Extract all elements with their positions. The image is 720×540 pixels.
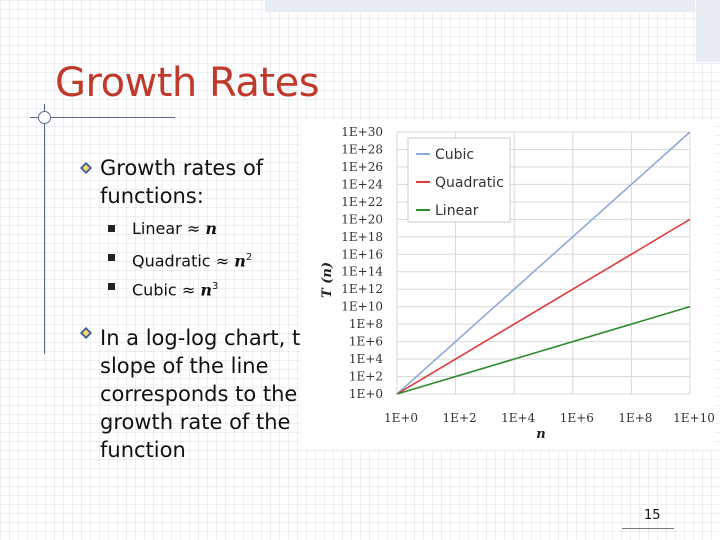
slide-title: Growth Rates <box>55 60 320 106</box>
x-tick-label: 1E+2 <box>443 411 477 425</box>
sub-item-label: Cubic <box>132 280 177 300</box>
y-tick-label: 1E+10 <box>341 300 383 314</box>
bullet-line: growth rate of the <box>100 410 291 434</box>
legend-entry: Quadratic <box>435 175 504 191</box>
bullet-line: slope of the line <box>100 354 269 378</box>
bullet-growth-rates: Growth rates of functions: <box>100 154 263 210</box>
math-exponent: 2 <box>245 252 253 263</box>
y-tick-label: 1E+24 <box>341 177 383 191</box>
x-tick-label: 1E+4 <box>501 411 535 425</box>
y-tick-label: 1E+2 <box>349 370 383 384</box>
title-rule-vertical <box>44 104 45 354</box>
x-axis-label: n <box>536 427 545 442</box>
y-axis-label: T (n) <box>320 262 335 298</box>
square-bullet-icon <box>108 254 115 261</box>
sub-item-quadratic: Quadratic ≈ n2 <box>108 243 252 272</box>
chart-series <box>396 131 691 395</box>
page-number: 15 <box>644 508 661 523</box>
square-bullet-icon <box>108 283 115 290</box>
y-tick-label: 1E+0 <box>349 387 383 401</box>
bullet-line: Growth rates of <box>100 156 264 180</box>
sub-item-linear: Linear ≈ n <box>108 214 252 243</box>
bullet-line: corresponds to the <box>100 382 298 406</box>
math-variable: n <box>205 219 217 238</box>
x-tick-label: 1E+8 <box>618 411 652 425</box>
y-tick-label: 1E+18 <box>341 230 383 244</box>
diamond-bullet-icon <box>80 327 92 339</box>
x-tick-label: 1E+0 <box>384 411 418 425</box>
y-tick-label: 1E+4 <box>349 352 383 366</box>
math-variable: n <box>234 251 246 271</box>
legend-entry: Linear <box>435 203 479 219</box>
chart-legend: Cubic Quadratic Linear <box>407 137 511 223</box>
series-line-quadratic <box>396 218 691 395</box>
y-tick-label: 1E+16 <box>341 247 383 261</box>
sub-item-label: Linear <box>132 219 182 238</box>
sub-item-label: Quadratic <box>132 251 211 271</box>
approx-symbol: ≈ <box>186 219 201 238</box>
y-tick-labels: 1E+0 1E+2 1E+4 1E+6 1E+8 1E+10 1E+12 1E+14 1E+16… <box>341 125 383 401</box>
x-tick-label: 1E+10 <box>673 411 715 425</box>
title-rule <box>30 117 175 118</box>
y-tick-label: 1E+28 <box>341 142 383 156</box>
diamond-bullet-icon <box>80 162 92 174</box>
corner-decoration-top <box>265 0 695 12</box>
series-line-linear <box>396 305 691 395</box>
y-tick-label: 1E+8 <box>349 317 383 331</box>
x-tick-labels: 1E+0 1E+2 1E+4 1E+6 1E+8 1E+10 <box>384 411 715 425</box>
sub-list: Linear ≈ n Quadratic ≈ n2 Cubic ≈ n3 <box>108 214 252 301</box>
y-tick-label: 1E+6 <box>349 335 383 349</box>
y-tick-label: 1E+12 <box>341 282 383 296</box>
legend-box <box>407 137 511 223</box>
y-tick-label: 1E+14 <box>341 265 383 279</box>
math-exponent: 3 <box>211 281 219 292</box>
y-tick-label: 1E+20 <box>341 212 383 226</box>
math-variable: n <box>200 280 212 300</box>
bullet-line: function <box>100 438 186 462</box>
y-tick-label: 1E+26 <box>341 160 383 174</box>
series-line-cubic <box>396 131 691 395</box>
page-number-rule <box>622 528 674 529</box>
y-tick-label: 1E+22 <box>341 195 383 209</box>
bullet-line: functions: <box>100 184 204 208</box>
bullet-line: In a log-log chart, the <box>100 326 327 350</box>
x-tick-label: 1E+6 <box>560 411 594 425</box>
y-tick-label: 1E+30 <box>341 125 383 139</box>
square-bullet-icon <box>108 225 115 232</box>
approx-symbol: ≈ <box>215 251 230 271</box>
bullet-log-log: In a log-log chart, the slope of the lin… <box>100 324 326 464</box>
legend-entry: Cubic <box>435 147 474 163</box>
log-log-chart: 1E+0 1E+2 1E+4 1E+6 1E+8 1E+10 1E+12 1E+14 1E+16… <box>300 120 715 450</box>
title-rule-circle <box>38 111 51 124</box>
sub-item-cubic: Cubic ≈ n3 <box>108 272 252 301</box>
corner-decoration-right <box>696 0 720 62</box>
approx-symbol: ≈ <box>181 280 196 300</box>
